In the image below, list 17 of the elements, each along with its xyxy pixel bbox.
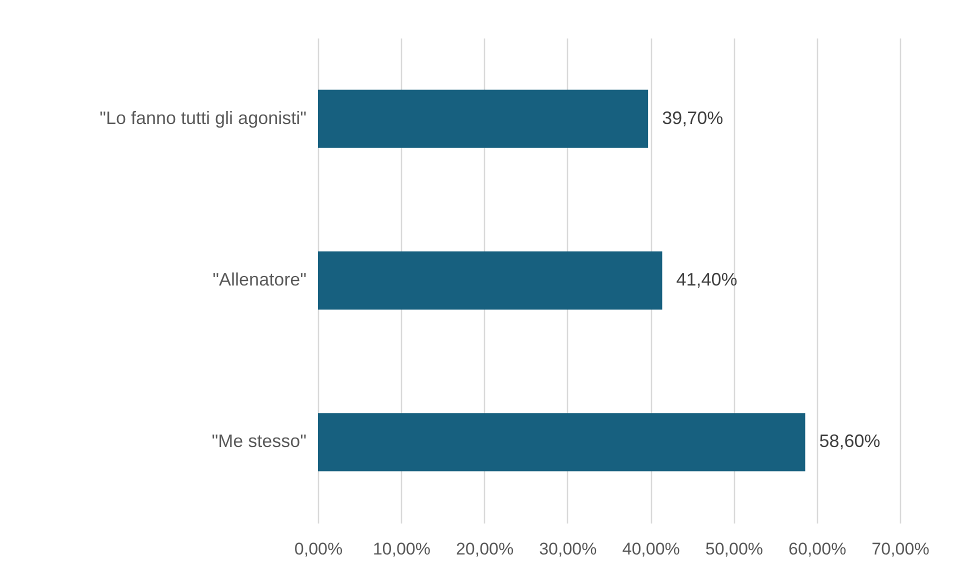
x-tick-label: 10,00%	[372, 540, 430, 558]
y-tick-label: "Lo fanno tutti gli agonisti"	[100, 108, 306, 128]
y-tick-label: "Me stesso"	[212, 431, 306, 452]
x-tick-label: 40,00%	[622, 540, 680, 558]
data-label: 41,40%	[676, 270, 738, 290]
x-tick-label: 20,00%	[456, 540, 514, 558]
bar	[318, 90, 648, 148]
x-tick-label: 50,00%	[705, 540, 764, 558]
y-tick-label: "Allenatore"	[212, 270, 306, 290]
bar	[318, 251, 662, 310]
data-label: 58,60%	[819, 431, 880, 452]
bar	[318, 413, 806, 472]
x-tick-label: 0,00%	[294, 540, 343, 558]
x-tick-label: 70,00%	[872, 540, 930, 558]
data-label: 39,70%	[662, 108, 724, 128]
x-tick-label: 30,00%	[539, 540, 597, 558]
x-tick-label: 60,00%	[788, 540, 846, 558]
